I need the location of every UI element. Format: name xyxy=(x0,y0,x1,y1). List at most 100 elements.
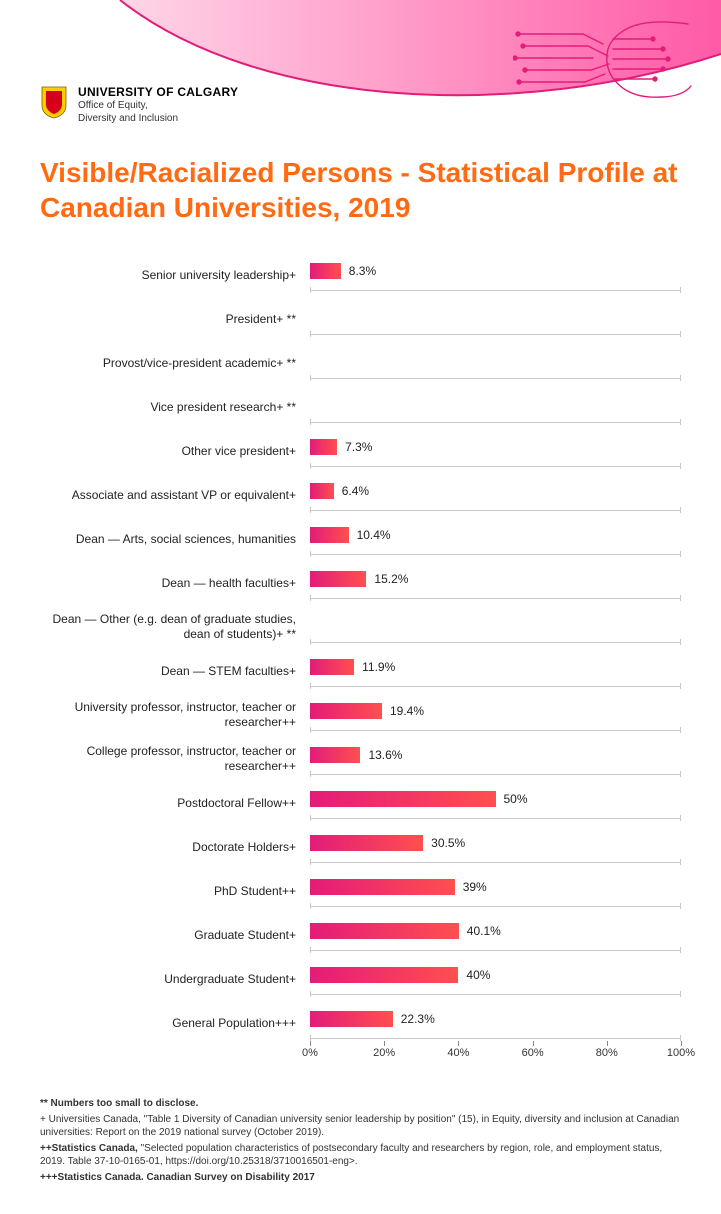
axis-tick: 20% xyxy=(373,1047,395,1059)
chart-row: Postdoctoral Fellow++ 50% xyxy=(40,781,681,825)
row-label: Doctorate Holders+ xyxy=(40,840,310,855)
bar-value: 19.4% xyxy=(382,704,424,718)
axis-tick: 40% xyxy=(447,1047,469,1059)
row-label: College professor, instructor, teacher o… xyxy=(40,744,310,774)
row-plot: 40.1% xyxy=(310,913,681,957)
row-label: Dean — Other (e.g. dean of graduate stud… xyxy=(40,612,310,642)
bar xyxy=(310,835,423,851)
row-label: Postdoctoral Fellow++ xyxy=(40,796,310,811)
chart-row: President+ ** xyxy=(40,297,681,341)
bar-value: 50% xyxy=(496,792,528,806)
chart-row: Vice president research+ ** xyxy=(40,385,681,429)
chart-row: College professor, instructor, teacher o… xyxy=(40,737,681,781)
page-title: Visible/Racialized Persons - Statistical… xyxy=(40,155,681,225)
row-label: Other vice president+ xyxy=(40,444,310,459)
bar xyxy=(310,703,382,719)
chart-row: Dean — Other (e.g. dean of graduate stud… xyxy=(40,605,681,649)
row-label: University professor, instructor, teache… xyxy=(40,700,310,730)
chart-row: Doctorate Holders+ 30.5% xyxy=(40,825,681,869)
row-label: PhD Student++ xyxy=(40,884,310,899)
chart-row: Provost/vice-president academic+ ** xyxy=(40,341,681,385)
bar-value: 30.5% xyxy=(423,836,465,850)
chart-row: Dean — Arts, social sciences, humanities… xyxy=(40,517,681,561)
row-plot: 40% xyxy=(310,957,681,1001)
shield-icon xyxy=(40,85,68,119)
bar-value: 13.6% xyxy=(360,748,402,762)
bar xyxy=(310,527,349,543)
row-label: Undergraduate Student+ xyxy=(40,972,310,987)
row-plot: 19.4% xyxy=(310,693,681,737)
bar-value: 22.3% xyxy=(393,1012,435,1026)
row-label: President+ ** xyxy=(40,312,310,327)
row-label: Graduate Student+ xyxy=(40,928,310,943)
footnote-2: + Universities Canada, "Table 1 Diversit… xyxy=(40,1113,681,1140)
chart-row: General Population+++ 22.3% xyxy=(40,1001,681,1045)
row-label: Associate and assistant VP or equivalent… xyxy=(40,488,310,503)
bar xyxy=(310,659,354,675)
row-plot: 39% xyxy=(310,869,681,913)
bar-value: 8.3% xyxy=(341,264,376,278)
axis-tick: 100% xyxy=(667,1047,695,1059)
circuit-head-icon xyxy=(513,14,693,104)
chart-row: Other vice president+ 7.3% xyxy=(40,429,681,473)
org-name: UNIVERSITY OF CALGARY xyxy=(78,85,238,100)
bar xyxy=(310,967,458,983)
bar-value: 7.3% xyxy=(337,440,372,454)
row-plot: 22.3% xyxy=(310,1001,681,1045)
bar xyxy=(310,571,366,587)
row-plot xyxy=(310,341,681,385)
bar xyxy=(310,1011,393,1027)
row-label: Senior university leadership+ xyxy=(40,268,310,283)
chart-row: Undergraduate Student+ 40% xyxy=(40,957,681,1001)
row-plot: 10.4% xyxy=(310,517,681,561)
footnote-1: ** Numbers too small to disclose. xyxy=(40,1098,198,1109)
bar-value: 39% xyxy=(455,880,487,894)
row-plot: 8.3% xyxy=(310,253,681,297)
row-plot: 13.6% xyxy=(310,737,681,781)
row-plot xyxy=(310,385,681,429)
chart-row: Dean — health faculties+15.2% xyxy=(40,561,681,605)
bar-value: 40.1% xyxy=(459,924,501,938)
row-plot: 50% xyxy=(310,781,681,825)
bar xyxy=(310,923,459,939)
bar xyxy=(310,747,360,763)
org-logo-block: UNIVERSITY OF CALGARY Office of Equity, … xyxy=(40,85,238,125)
bar xyxy=(310,483,334,499)
row-label: Dean — STEM faculties+ xyxy=(40,664,310,679)
axis-tick: 0% xyxy=(302,1047,318,1059)
axis-tick: 60% xyxy=(522,1047,544,1059)
bar-value: 6.4% xyxy=(334,484,369,498)
x-axis: 0%20%40%60%80%100% xyxy=(40,1047,681,1067)
footnotes: ** Numbers too small to disclose. + Univ… xyxy=(0,1087,721,1214)
row-plot xyxy=(310,605,681,649)
chart-row: Dean — STEM faculties+ 11.9% xyxy=(40,649,681,693)
chart-row: University professor, instructor, teache… xyxy=(40,693,681,737)
chart-row: PhD Student++ 39% xyxy=(40,869,681,913)
bar-chart: Senior university leadership+ 8.3% Preside… xyxy=(40,253,681,1045)
chart-row: Associate and assistant VP or equivalent… xyxy=(40,473,681,517)
bar-value: 10.4% xyxy=(349,528,391,542)
footnote-4: +++Statistics Canada. Canadian Survey on… xyxy=(40,1172,315,1183)
row-label: Dean — health faculties+ xyxy=(40,576,310,591)
row-plot: 11.9% xyxy=(310,649,681,693)
row-plot: 15.2% xyxy=(310,561,681,605)
header-wave: UNIVERSITY OF CALGARY Office of Equity, … xyxy=(0,0,721,130)
footnote-3-lead: ++Statistics Canada, xyxy=(40,1143,138,1154)
bar xyxy=(310,263,341,279)
row-plot: 7.3% xyxy=(310,429,681,473)
row-label: Dean — Arts, social sciences, humanities xyxy=(40,532,310,547)
row-plot xyxy=(310,297,681,341)
bar-value: 11.9% xyxy=(354,660,395,674)
bar-value: 40% xyxy=(458,968,490,982)
row-plot: 30.5% xyxy=(310,825,681,869)
bar xyxy=(310,879,455,895)
axis-tick: 80% xyxy=(596,1047,618,1059)
row-label: Provost/vice-president academic+ ** xyxy=(40,356,310,371)
row-plot: 6.4% xyxy=(310,473,681,517)
content: Visible/Racialized Persons - Statistical… xyxy=(0,130,721,1087)
row-label: General Population+++ xyxy=(40,1016,310,1031)
org-dept-line1: Office of Equity, xyxy=(78,100,238,113)
bar xyxy=(310,791,496,807)
chart-row: Senior university leadership+ 8.3% xyxy=(40,253,681,297)
bar xyxy=(310,439,337,455)
